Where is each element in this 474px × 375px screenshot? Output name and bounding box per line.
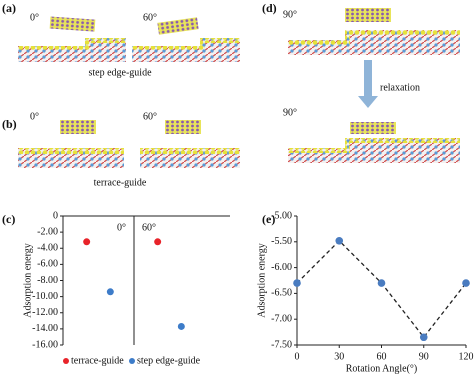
legend-label: step edge-guide — [137, 355, 201, 366]
panel-label: (c) — [2, 212, 15, 226]
y-tick-label: -2.00 — [37, 226, 58, 237]
x-tick-label: 0 — [295, 351, 300, 362]
y-tick-label: -6.00 — [271, 262, 292, 273]
marker — [419, 333, 428, 342]
angle-label: 0° — [30, 12, 39, 23]
panel-label: (d) — [262, 1, 277, 15]
point — [106, 288, 114, 296]
angle-label: 0° — [30, 111, 39, 122]
panel-label: (b) — [2, 117, 17, 131]
marker — [462, 279, 470, 287]
y-tick-label: 0 — [53, 210, 58, 221]
caption: terrace-guide — [94, 177, 147, 188]
angle-label: 60° — [143, 111, 157, 122]
y-tick-label: -16.00 — [32, 339, 58, 350]
marker — [335, 236, 344, 245]
arrow-label: relaxation — [380, 82, 420, 93]
panel-label: (e) — [262, 212, 275, 226]
point — [83, 238, 91, 246]
y-tick-label: -4.00 — [37, 243, 58, 254]
arrow — [358, 60, 378, 108]
marker — [377, 279, 386, 287]
legend-label: terrace-guide — [71, 355, 124, 366]
y-tick-label: -10.00 — [32, 291, 58, 302]
category-label: 60° — [142, 222, 156, 233]
structure — [18, 120, 240, 168]
x-axis-title: Rotation Angle(°) — [346, 363, 418, 374]
panel-label: (a) — [2, 1, 16, 15]
legend-marker — [129, 358, 135, 364]
y-tick-label: -12.00 — [32, 307, 58, 318]
y-tick-label: -14.00 — [32, 323, 58, 334]
point — [177, 322, 185, 330]
y-tick-label: -7.00 — [271, 313, 292, 324]
legend-marker — [63, 358, 69, 364]
angle-label: 90° — [283, 107, 297, 118]
structure — [18, 16, 240, 62]
y-tick-label: -7.50 — [271, 339, 292, 350]
angle-label: 90° — [283, 9, 297, 20]
x-tick-label: 60 — [377, 351, 387, 362]
angle-label: 60° — [143, 12, 157, 23]
y-tick-label: -5.50 — [271, 236, 292, 247]
point — [154, 238, 162, 246]
y-tick-label: -6.50 — [271, 288, 292, 299]
y-tick-label: -8.00 — [37, 275, 58, 286]
structure — [288, 8, 460, 163]
y-tick-label: -5.00 — [271, 210, 292, 221]
line — [296, 239, 467, 339]
y-axis-title: Adsorption energy — [256, 243, 267, 318]
category-label: 0° — [117, 222, 126, 233]
caption: step edge-guide — [88, 67, 152, 78]
x-tick-label: 30 — [334, 351, 344, 362]
x-tick-label: 90 — [419, 351, 429, 362]
y-tick-label: -6.00 — [37, 259, 58, 270]
marker — [293, 279, 301, 287]
y-axis-title: Adsorption energy — [22, 243, 33, 318]
x-tick-label: 120 — [459, 351, 474, 362]
